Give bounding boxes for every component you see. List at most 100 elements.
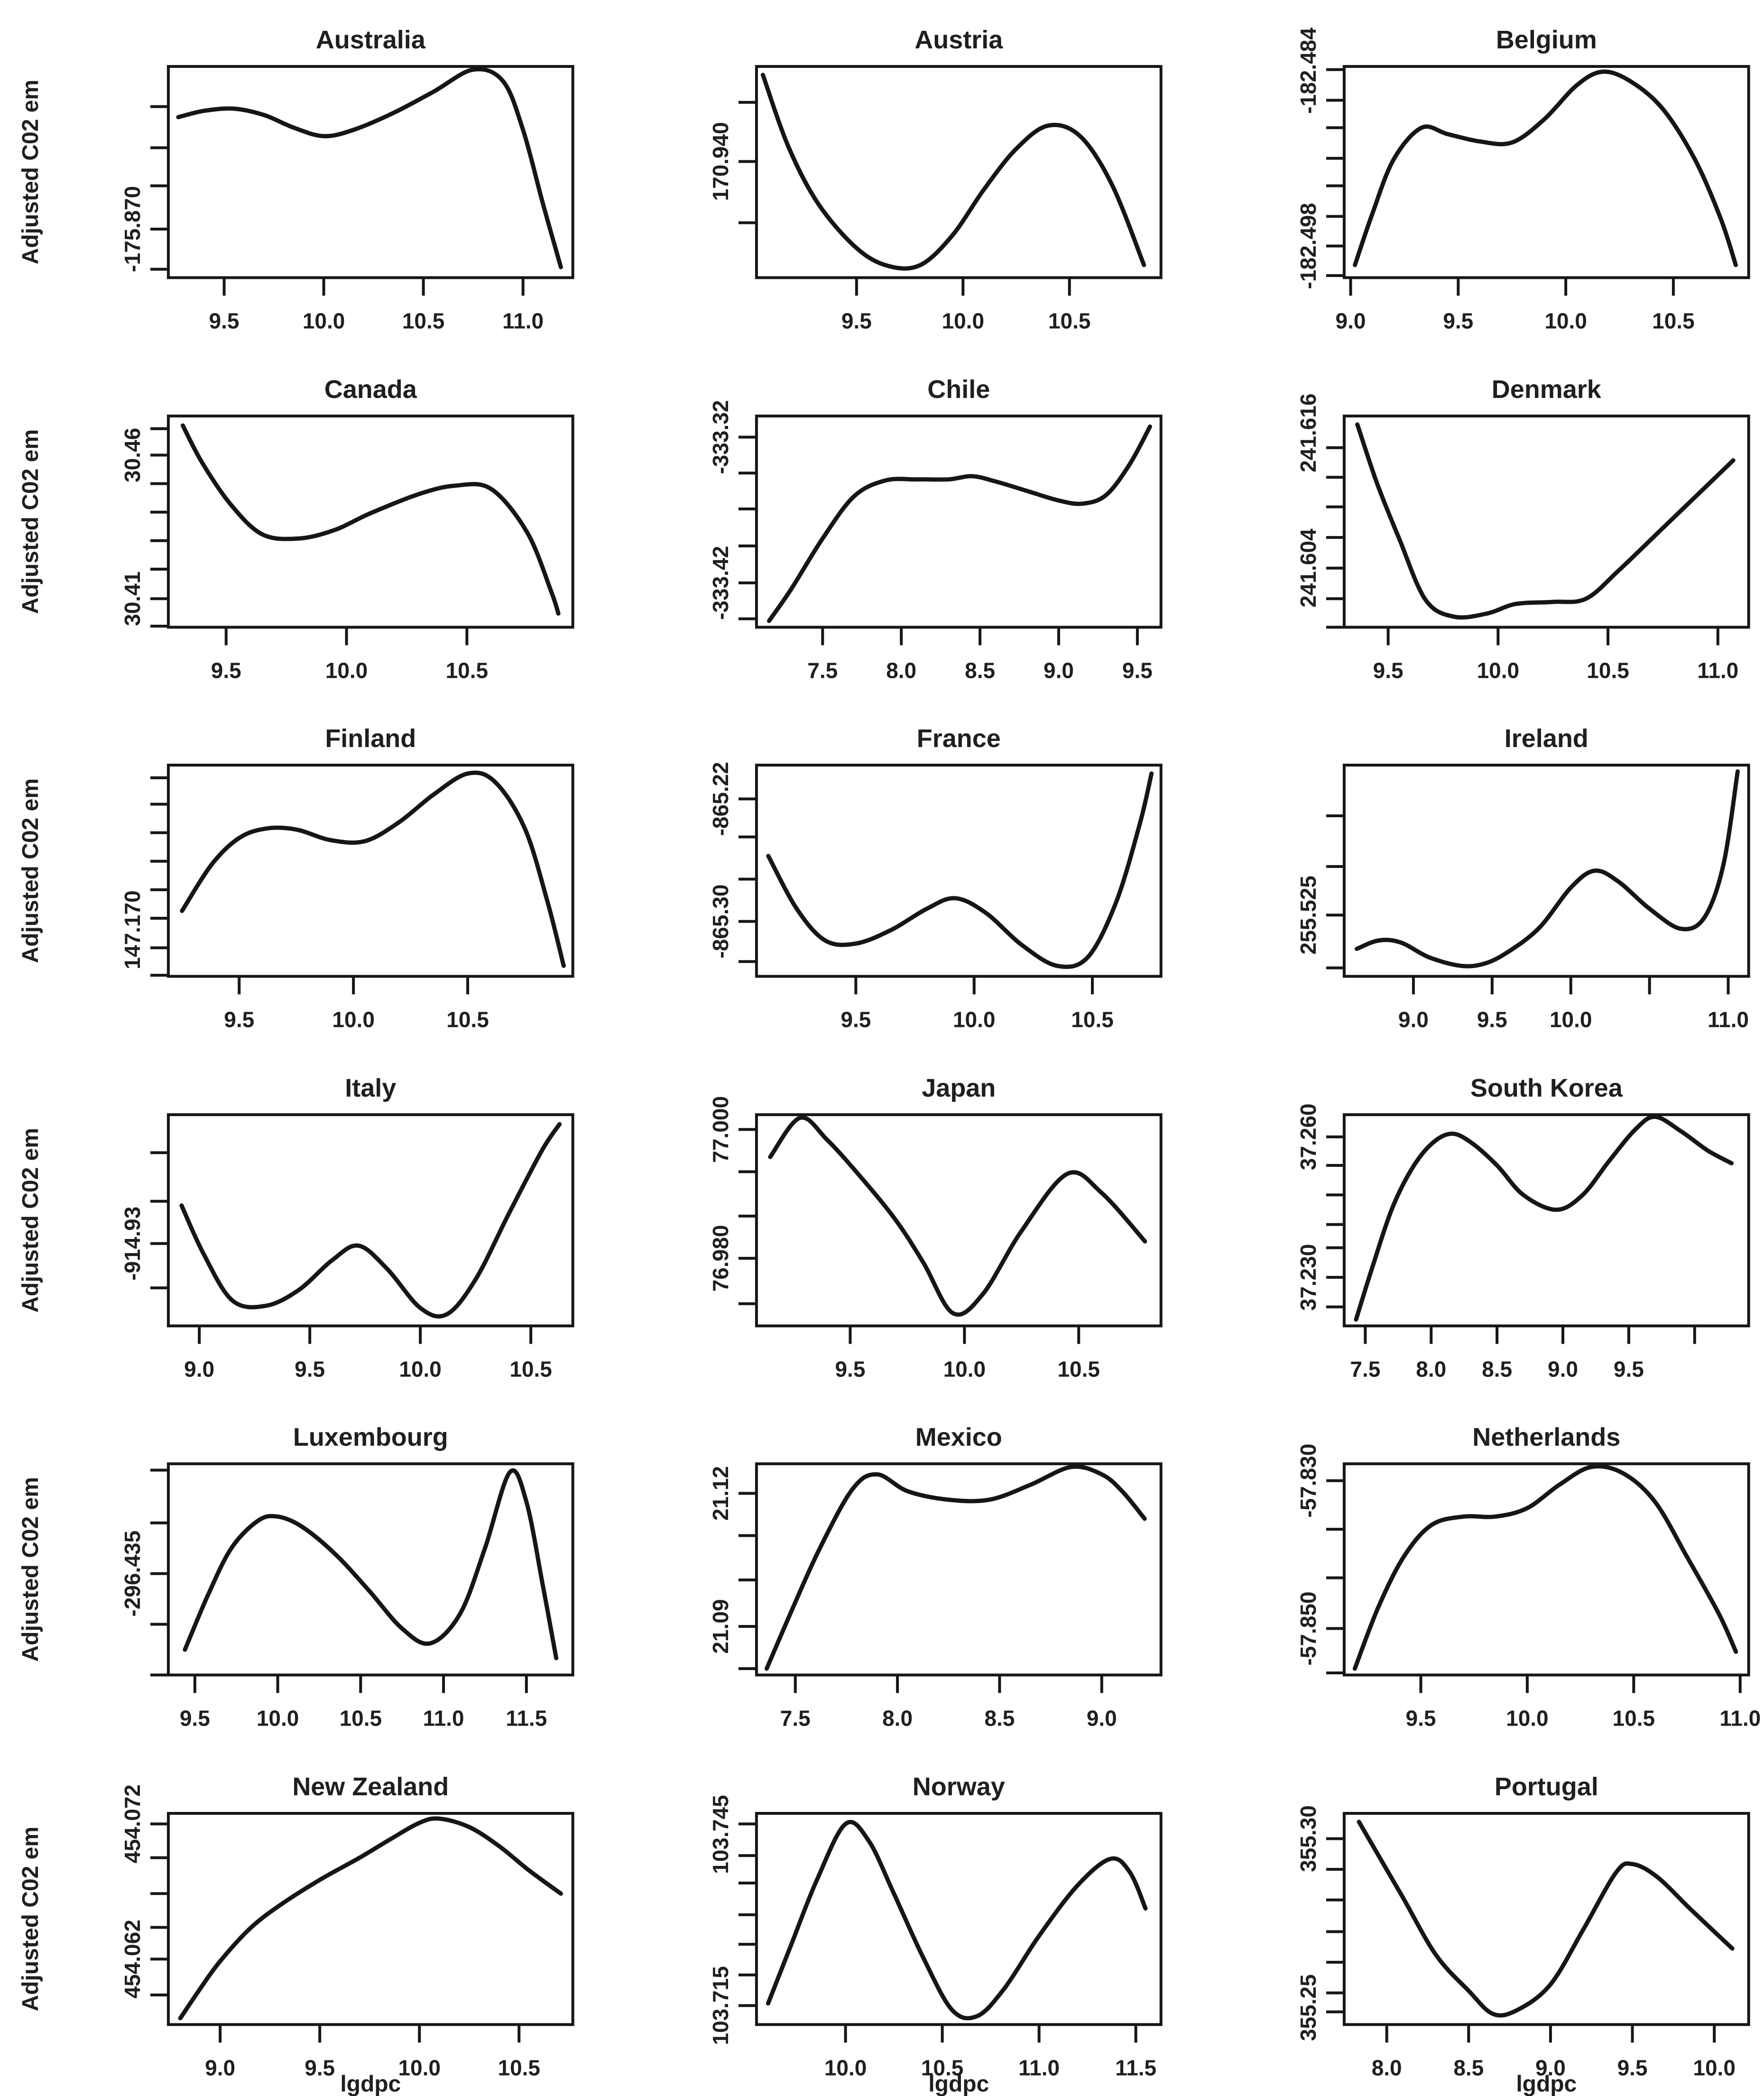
y-tick-label: 355.30 — [1296, 1805, 1321, 1872]
plot-box — [755, 414, 1163, 628]
x-tick-label: 9.5 — [840, 1007, 871, 1032]
plot-box — [1343, 1811, 1750, 2026]
plot-box — [166, 1462, 574, 1677]
curve-line — [180, 770, 566, 968]
y-axis-label: Adjusted C02 em — [18, 778, 43, 963]
x-tick-label: 8.5 — [1482, 1357, 1512, 1381]
x-tick-label: 9.5 — [1406, 1706, 1436, 1730]
x-tick-label: 11.0 — [423, 1706, 464, 1730]
curve-line — [767, 424, 1152, 623]
plot-box — [755, 65, 1163, 279]
x-tick-label: 11.0 — [1018, 2055, 1060, 2080]
x-tick-label: 10.5 — [1587, 658, 1629, 683]
x-tick-label: 9.5 — [209, 308, 240, 333]
x-tick-label: 10.5 — [1613, 1706, 1655, 1730]
y-tick-label: 241.616 — [1296, 393, 1321, 472]
y-tick-label: -914.93 — [120, 1206, 145, 1280]
panel-svg: Netherlands 9.5 10.0 10.5 11.0 -57.830 -57.850 — [1296, 1423, 1761, 1730]
y-tick-label: -296.435 — [120, 1531, 145, 1617]
panel-svg: France 9.5 10.0 10.5 -865.22 -865.30 — [708, 724, 1163, 1032]
curve-line — [764, 1464, 1147, 1671]
x-tick-label: 10.0 — [943, 1357, 985, 1381]
x-tick-label: 7.5 — [807, 658, 838, 683]
panel-title: Norway — [912, 1773, 1005, 1801]
y-tick-label: -182.484 — [1296, 28, 1321, 114]
x-tick-label: 10.0 — [1550, 1007, 1592, 1032]
x-tick-label: 10.0 — [953, 1007, 995, 1032]
x-tick-label: 9.5 — [841, 308, 872, 333]
plot-box — [1343, 414, 1750, 628]
x-tick-label: 9.5 — [1617, 2055, 1648, 2080]
x-tick-label: 9.5 — [835, 1357, 865, 1381]
country-panel: France 9.5 10.0 10.5 -865.22 -865.30 — [588, 699, 1176, 1048]
country-panel: Mexico 7.5 8.0 8.5 9.0 21.12 21.09 — [588, 1397, 1176, 1747]
x-tick-label: 10.5 — [921, 2055, 963, 2080]
country-panel: Japan 9.5 10.0 10.5 77.000 76.980 — [588, 1048, 1176, 1398]
country-panel: New Zealand 9.0 9.5 10.0 10.5 454.072 454.062 A… — [0, 1747, 588, 2096]
curve-line — [766, 771, 1154, 969]
x-tick-label: 9.5 — [180, 1706, 210, 1730]
x-tick-label: 10.5 — [340, 1706, 382, 1730]
panel-title: South Korea — [1470, 1074, 1623, 1102]
x-tick-label: 9.5 — [305, 2055, 335, 2080]
curve-line — [1353, 69, 1738, 268]
y-tick-label: 454.072 — [120, 1784, 145, 1863]
x-tick-label: 7.5 — [1350, 1357, 1381, 1381]
panel-title: Portugal — [1495, 1773, 1598, 1801]
panel-svg: Belgium 9.0 9.5 10.0 10.5 -182.484 -182.498 — [1296, 26, 1750, 333]
y-tick-label: 30.41 — [120, 571, 145, 626]
y-axis-label: Adjusted C02 em — [18, 1477, 43, 1662]
panel-svg: Italy 9.0 9.5 10.0 10.5 -914.93 Adjusted C02 e… — [18, 1074, 574, 1381]
x-tick-label: 9.0 — [1535, 2055, 1566, 2080]
curve-line — [178, 1816, 563, 2020]
y-tick-label: -333.42 — [708, 545, 733, 619]
x-tick-label: 10.0 — [257, 1706, 299, 1730]
x-axis-label: lgdpc — [1516, 2071, 1577, 2096]
x-tick-label: 10.0 — [332, 1007, 374, 1032]
x-tick-label: 10.5 — [1071, 1007, 1113, 1032]
x-tick-label: 9.0 — [1086, 1706, 1117, 1730]
panel-svg: Australia 9.5 10.0 10.5 11.0 -175.870 Adjusted… — [18, 26, 574, 333]
y-tick-label: -182.498 — [1296, 203, 1321, 289]
curve-line — [179, 1122, 562, 1319]
curve-line — [1354, 1114, 1734, 1321]
y-axis-label: Adjusted C02 em — [18, 1127, 43, 1312]
panel-svg: Mexico 7.5 8.0 8.5 9.0 21.12 21.09 — [708, 1423, 1163, 1730]
plot-box — [166, 1811, 574, 2026]
x-tick-label: 9.0 — [1044, 658, 1074, 683]
x-tick-label: 11.0 — [1720, 1706, 1761, 1730]
x-tick-label: 9.5 — [295, 1357, 325, 1381]
country-panel: Belgium 9.0 9.5 10.0 10.5 -182.484 -182.498 — [1176, 0, 1764, 350]
curve-line — [767, 1115, 1147, 1317]
x-tick-label: 11.5 — [506, 1706, 547, 1730]
x-tick-label: 10.5 — [498, 2055, 540, 2080]
x-tick-label: 9.5 — [1122, 658, 1153, 683]
y-tick-label: -175.870 — [120, 186, 145, 272]
plot-box — [755, 1462, 1163, 1677]
country-panel: Ireland 9.0 9.5 10.0 11.0 255.525 — [1176, 699, 1764, 1048]
plot-box — [755, 1811, 1163, 2026]
y-tick-label: -865.22 — [708, 762, 733, 836]
x-tick-label: 10.0 — [1477, 658, 1519, 683]
panel-svg: Luxembourg 9.5 10.0 10.5 11.0 11.5 -296.435 Adj… — [18, 1423, 574, 1730]
panel-svg: South Korea 7.5 8.0 8.5 9.0 9.5 37.260 37.230 — [1296, 1074, 1750, 1381]
x-tick-label: 7.5 — [780, 1706, 810, 1730]
curve-line — [760, 73, 1146, 271]
x-tick-label: 10.5 — [402, 308, 444, 333]
x-tick-label: 9.5 — [1477, 1007, 1507, 1032]
country-panel: Denmark 9.5 10.0 10.5 11.0 241.616 241.604 — [1176, 350, 1764, 699]
plot-box — [1343, 65, 1750, 279]
plot-box — [166, 65, 574, 279]
x-tick-label: 9.5 — [1373, 658, 1404, 683]
plot-box — [166, 764, 574, 978]
x-tick-label: 8.0 — [1416, 1357, 1447, 1381]
x-tick-label: 10.0 — [325, 658, 368, 683]
country-panel: Netherlands 9.5 10.0 10.5 11.0 -57.830 -57.850 — [1176, 1397, 1764, 1747]
x-tick-label: 10.5 — [446, 1007, 489, 1032]
y-tick-label: -57.830 — [1296, 1444, 1321, 1518]
country-panel: Finland 9.5 10.0 10.5 147.170 Adjusted C02 em — [0, 699, 588, 1048]
curve-line — [1355, 769, 1740, 969]
plot-box — [1343, 764, 1750, 978]
country-panel: Portugal 8.0 8.5 9.0 9.5 10.0 355.30 355.25 lgdp… — [1176, 1747, 1764, 2096]
